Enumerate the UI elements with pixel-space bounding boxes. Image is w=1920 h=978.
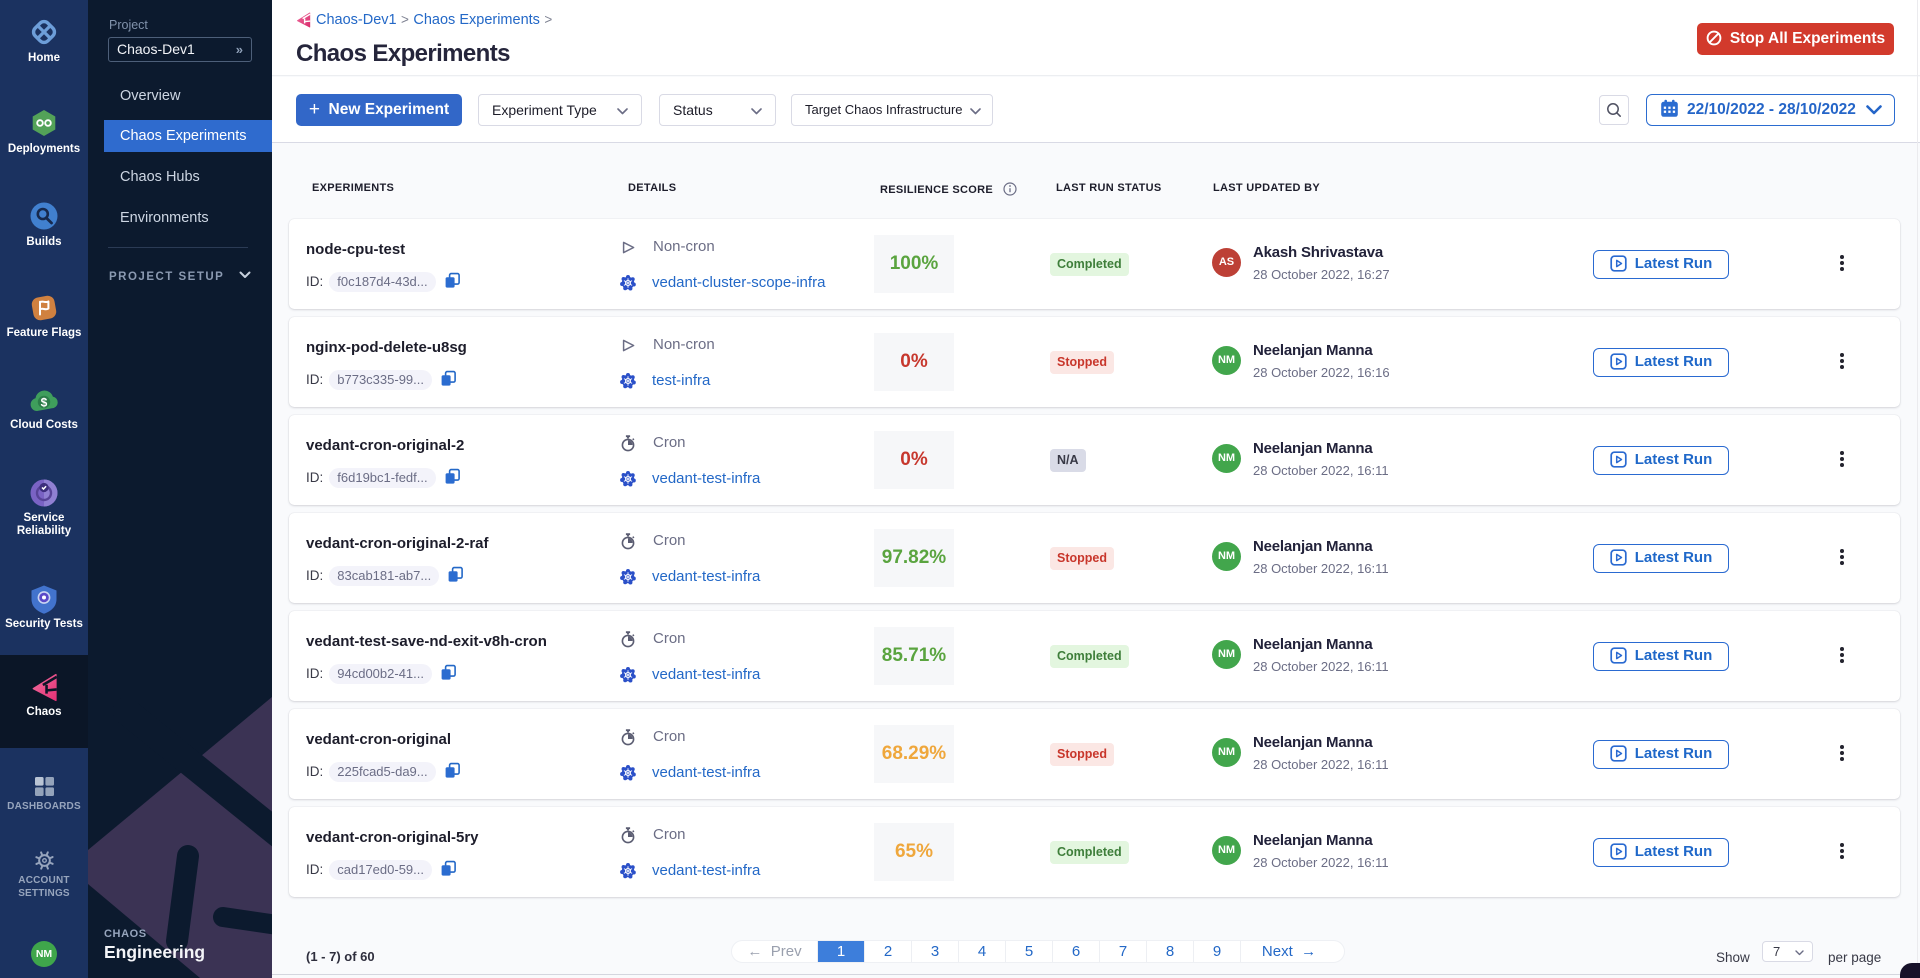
svg-text:$: $ <box>41 395 48 409</box>
